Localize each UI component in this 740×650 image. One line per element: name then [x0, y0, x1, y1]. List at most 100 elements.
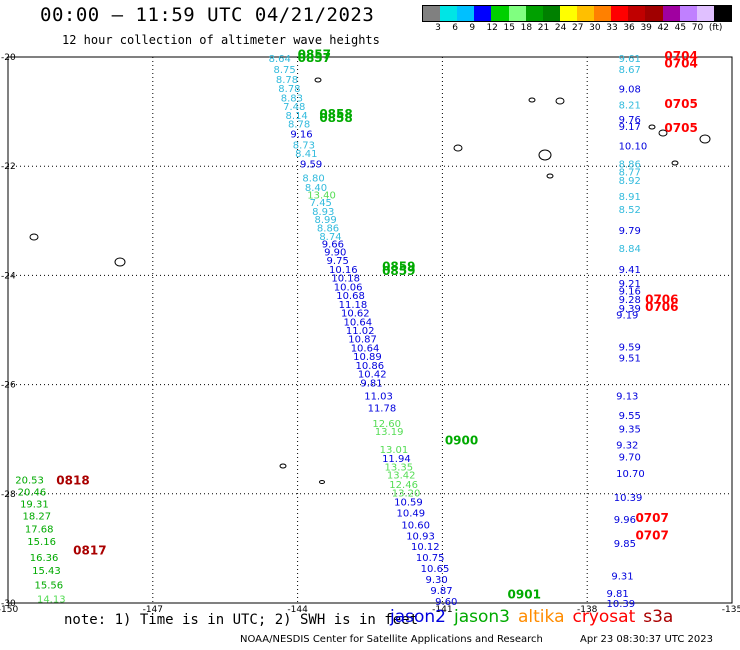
wave-height-value: 9.51 [619, 353, 641, 364]
wave-height-value: 9.79 [619, 226, 641, 237]
wave-height-value: 8.78 [276, 75, 298, 86]
x-tick-label: -147 [143, 605, 163, 615]
wave-height-value: 11.94 [382, 454, 411, 465]
legend-entry-jason2: jason2 [390, 607, 446, 627]
pass-time-label: 0858 [319, 107, 352, 121]
wave-height-value: 9.32 [616, 441, 638, 452]
x-tick-label: -144 [287, 605, 308, 615]
wave-height-value: 10.68 [336, 291, 365, 302]
wave-height-value: 9.28 [619, 295, 641, 306]
island-outline [546, 173, 554, 179]
wave-height-value: 8.40 [305, 183, 327, 194]
wave-height-value: 13.01 [380, 445, 409, 456]
wave-height-value: 8.64 [269, 54, 291, 65]
wave-height-value: 8.86 [317, 223, 339, 234]
colorbar-label: 9 [469, 23, 476, 33]
pass-time-label: 0706 [645, 300, 678, 314]
wave-height-value: 16.36 [30, 553, 59, 564]
wave-height-value: 10.12 [411, 542, 440, 553]
wave-height-value: 10.39 [614, 493, 643, 504]
colorbar-swatch [679, 6, 697, 21]
wave-height-value: 8.67 [619, 65, 641, 76]
x-tick-label: -141 [432, 605, 452, 615]
wave-height-value: 8.91 [619, 192, 641, 203]
island-outline [29, 233, 39, 241]
wave-height-value: 8.75 [273, 65, 295, 76]
wave-height-value: 10.65 [421, 564, 450, 575]
colorbar-label: 12 [486, 23, 498, 33]
island-outline [314, 77, 322, 83]
wave-height-value: 17.68 [25, 525, 54, 536]
colorbar-swatch [474, 6, 492, 21]
wave-height-value: 9.19 [616, 311, 638, 322]
colorbar-swatch [491, 6, 509, 21]
colorbar-swatch [576, 6, 595, 21]
pass-time-label: 0704 [664, 49, 697, 63]
pass-time-label: 0900 [445, 433, 478, 447]
wave-height-value: 9.39 [619, 304, 641, 315]
colorbar-swatch [696, 6, 714, 21]
wave-height-value: 9.96 [614, 515, 636, 526]
colorbar-swatch [628, 6, 646, 21]
x-tick-label: -150 [0, 605, 18, 615]
colorbar-swatch [508, 6, 526, 21]
wave-height-value: 7.45 [310, 198, 332, 209]
map-note: note: 1) Time is in UTC; 2) SWH is in fe… [64, 612, 419, 628]
island-outline [453, 144, 463, 152]
wave-height-value: 9.60 [435, 597, 457, 608]
y-tick-label: -28 [1, 490, 16, 500]
y-tick-label: -20 [1, 53, 16, 63]
island-outline [114, 257, 126, 267]
map-title: 00:00 – 11:59 UTC 04/21/2023 [40, 4, 375, 26]
wave-height-value: 9.76 [619, 115, 641, 126]
pass-time-label: 0901 [508, 587, 541, 601]
colorbar-label: 70 [691, 23, 704, 33]
wave-height-value: 15.16 [27, 537, 56, 548]
y-tick-label: -22 [1, 162, 16, 172]
colorbar-label: 36 [623, 23, 635, 33]
x-tick-label: -138 [577, 605, 598, 615]
wave-height-value: 12.60 [372, 419, 401, 430]
wave-height-value: 10.64 [343, 317, 372, 328]
wave-height-value: 10.64 [351, 343, 380, 354]
wave-height-value: 9.30 [426, 575, 448, 586]
wave-height-value: 10.10 [619, 141, 648, 152]
wave-height-value: 14.13 [37, 595, 66, 606]
colorbar-label: 42 [657, 23, 669, 33]
wave-height-value: 10.87 [348, 335, 377, 346]
wave-height-value: 7.48 [283, 102, 305, 113]
colorbar-swatch [440, 6, 458, 21]
island-outline [699, 134, 711, 144]
pass-time-label: 0706 [645, 292, 678, 306]
map-frame [7, 56, 733, 604]
pass-time-label: 0705 [664, 97, 697, 111]
colorbar-swatch [542, 6, 560, 21]
wave-height-value: 9.75 [327, 256, 349, 267]
wave-height-value: 13.35 [384, 463, 413, 474]
pass-time-label: 0817 [73, 544, 106, 558]
x-tick-label: -135 [722, 605, 740, 615]
pass-time-label: 0859 [382, 264, 415, 278]
wave-height-value: 10.42 [358, 370, 387, 381]
colorbar-labels: 3 6 9 12 15 18 21 24 27 30 33 36 39 42 45 70 (ft) [422, 23, 740, 35]
colorbar-label: 27 [572, 23, 584, 33]
wave-height-value: 8.41 [295, 149, 317, 160]
pass-time-label: 0857 [298, 51, 331, 65]
wave-height-value: 8.93 [312, 207, 334, 218]
wave-height-value: 9.87 [430, 586, 452, 597]
wave-height-value: 10.75 [416, 553, 445, 564]
pass-time-label: 0705 [664, 121, 697, 135]
wave-height-value: 8.86 [619, 159, 641, 170]
wave-height-value: 13.42 [387, 471, 416, 482]
pass-time-label: 0859 [382, 260, 415, 274]
colorbar-swatch [645, 6, 663, 21]
wave-height-value: 19.31 [20, 500, 49, 511]
wave-height-value: 9.90 [324, 247, 346, 258]
island-outline [648, 124, 656, 130]
wave-height-value: 15.56 [35, 580, 64, 591]
wave-height-value: 8.78 [288, 120, 310, 131]
wave-height-value: 20.53 [15, 476, 44, 487]
colorbar-label: 33 [606, 23, 618, 33]
colorbar-swatch [423, 6, 441, 21]
